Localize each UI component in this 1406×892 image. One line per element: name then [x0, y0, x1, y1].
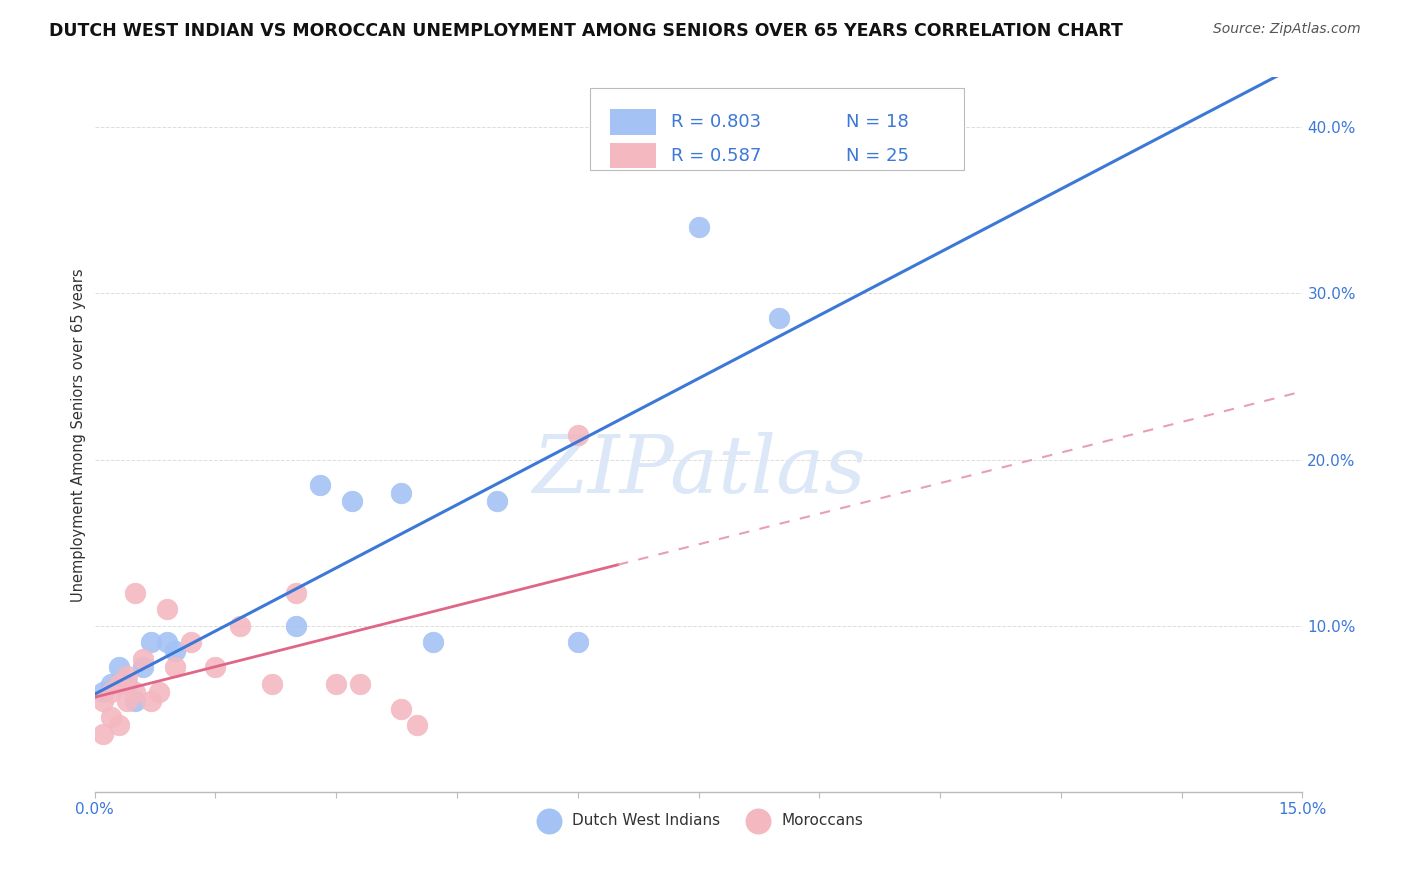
Point [124, 585, 146, 599]
Text: R = 0.803: R = 0.803 [671, 112, 761, 131]
Point [325, 677, 347, 691]
Point [139, 635, 162, 649]
Point [405, 718, 427, 732]
Text: N = 25: N = 25 [846, 146, 908, 164]
Point [91, 685, 114, 699]
Point [486, 494, 509, 508]
Point [228, 619, 250, 633]
Point [284, 585, 307, 599]
FancyBboxPatch shape [591, 88, 965, 170]
Point [204, 660, 226, 674]
Point [180, 635, 202, 649]
Point [309, 477, 332, 491]
Point [688, 219, 710, 234]
Point [91, 727, 114, 741]
Point [115, 693, 138, 707]
Point [567, 427, 589, 442]
Text: DUTCH WEST INDIAN VS MOROCCAN UNEMPLOYMENT AMONG SENIORS OVER 65 YEARS CORRELATI: DUTCH WEST INDIAN VS MOROCCAN UNEMPLOYME… [49, 22, 1123, 40]
Point [132, 652, 155, 666]
Point [349, 677, 371, 691]
Point [107, 660, 129, 674]
Point [124, 685, 146, 699]
Point [132, 660, 155, 674]
Point [260, 677, 283, 691]
Point [100, 710, 122, 724]
Point [91, 693, 114, 707]
Bar [610, 109, 657, 135]
Point [284, 619, 307, 633]
Point [115, 677, 138, 691]
Text: Source: ZipAtlas.com: Source: ZipAtlas.com [1213, 22, 1361, 37]
Point [342, 494, 364, 508]
Point [389, 702, 412, 716]
Point [156, 635, 179, 649]
Text: ZIPatlas: ZIPatlas [531, 432, 865, 509]
Point [389, 486, 412, 500]
Point [107, 718, 129, 732]
Point [156, 602, 179, 616]
Point [422, 635, 444, 649]
Point [165, 660, 187, 674]
Point [139, 693, 162, 707]
Bar [610, 143, 657, 169]
Point [567, 635, 589, 649]
Text: N = 18: N = 18 [846, 112, 908, 131]
Legend: Dutch West Indians, Moroccans: Dutch West Indians, Moroccans [527, 807, 869, 834]
Point [107, 677, 129, 691]
Point [124, 693, 146, 707]
Point [100, 685, 122, 699]
Point [148, 685, 170, 699]
Point [100, 677, 122, 691]
Text: R = 0.587: R = 0.587 [671, 146, 761, 164]
Point [768, 311, 790, 326]
Point [165, 644, 187, 658]
Point [115, 668, 138, 682]
Y-axis label: Unemployment Among Seniors over 65 years: Unemployment Among Seniors over 65 years [72, 268, 86, 601]
